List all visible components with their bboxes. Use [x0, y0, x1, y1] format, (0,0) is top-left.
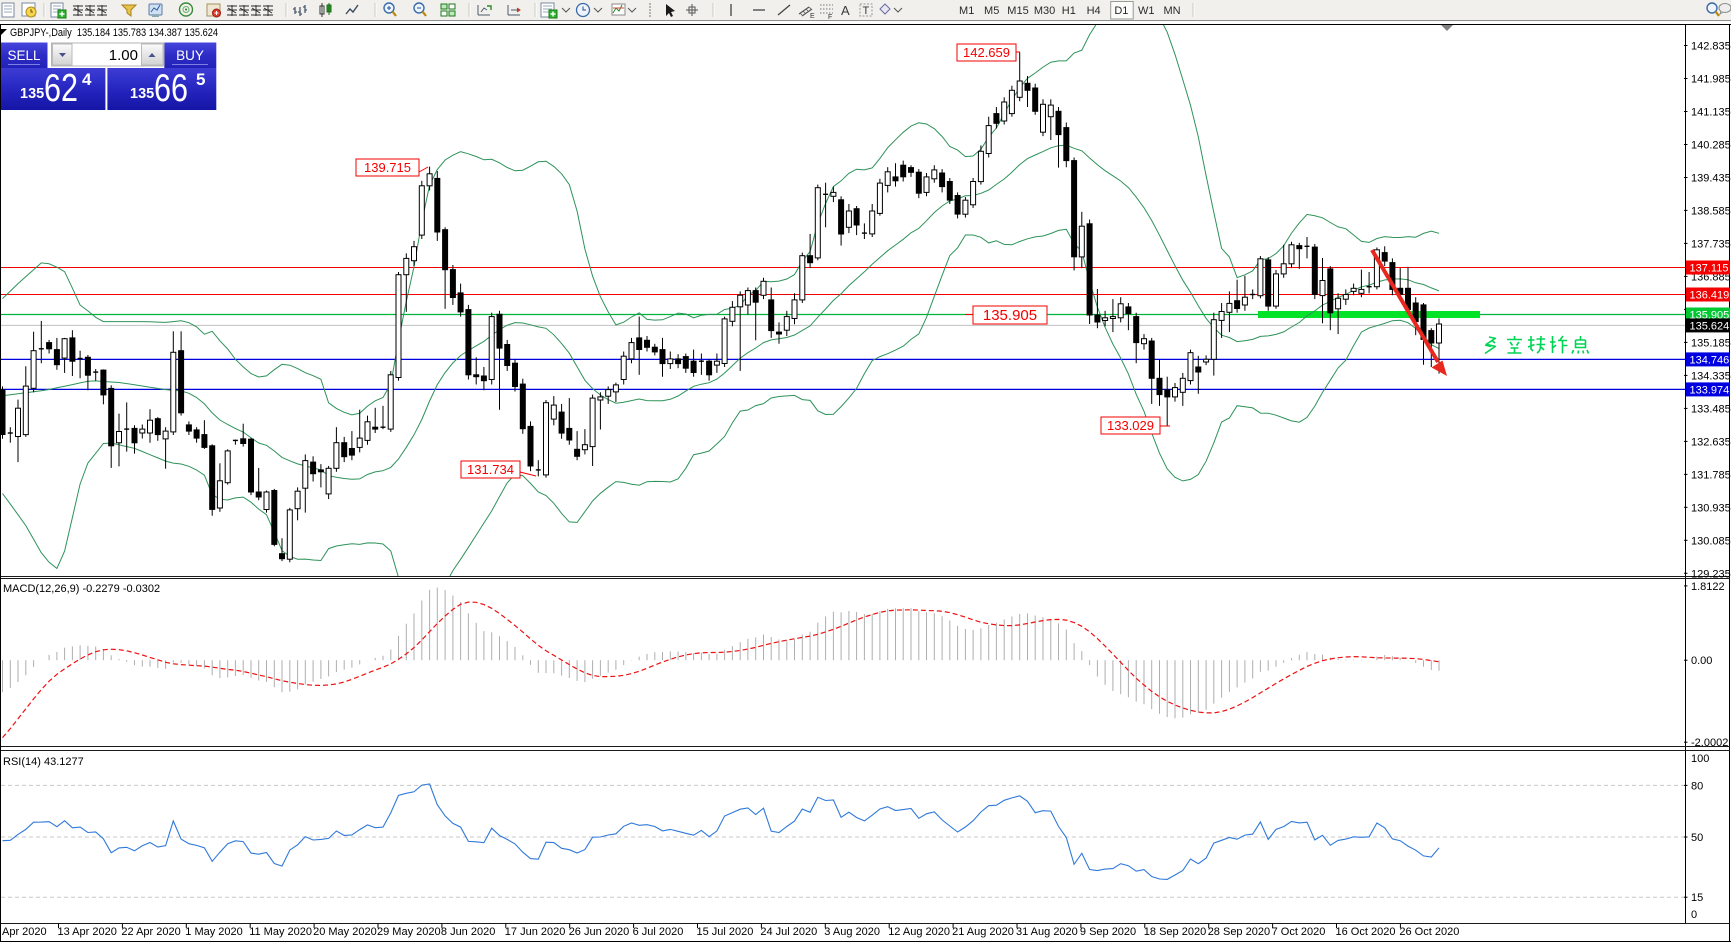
svg-text:137.735: 137.735: [1691, 238, 1731, 250]
svg-text:31 Aug 2020: 31 Aug 2020: [1016, 926, 1078, 938]
svg-text:1.00: 1.00: [109, 47, 138, 64]
svg-text:22 Apr 2020: 22 Apr 2020: [121, 926, 180, 938]
svg-text:26 Jun 2020: 26 Jun 2020: [569, 926, 630, 938]
svg-text:131.785: 131.785: [1691, 469, 1731, 481]
svg-text:80: 80: [1691, 780, 1703, 792]
svg-text:135.905: 135.905: [983, 307, 1037, 324]
svg-text:141.985: 141.985: [1691, 74, 1731, 86]
svg-text:9 Sep 2020: 9 Sep 2020: [1080, 926, 1136, 938]
svg-text:138.585: 138.585: [1691, 205, 1731, 217]
svg-text:D1: D1: [1114, 5, 1128, 17]
svg-text:100: 100: [1691, 753, 1709, 765]
svg-text:134.746: 134.746: [1690, 354, 1730, 366]
svg-text:F: F: [828, 14, 832, 21]
svg-text:26 Oct 2020: 26 Oct 2020: [1399, 926, 1459, 938]
svg-text:4: 4: [82, 70, 92, 89]
svg-text:H4: H4: [1087, 5, 1101, 17]
svg-text:137.115: 137.115: [1690, 263, 1729, 275]
svg-text:3 Aug 2020: 3 Aug 2020: [824, 926, 880, 938]
svg-text:W1: W1: [1138, 5, 1155, 17]
svg-text:E: E: [810, 13, 815, 20]
svg-text:5: 5: [196, 70, 205, 89]
svg-text:-2.0002: -2.0002: [1691, 737, 1728, 749]
svg-text:M15: M15: [1007, 5, 1028, 17]
svg-text:17 Jun 2020: 17 Jun 2020: [505, 926, 566, 938]
svg-text:24 Jul 2020: 24 Jul 2020: [760, 926, 817, 938]
svg-text:21 Aug 2020: 21 Aug 2020: [952, 926, 1014, 938]
svg-text:SELL: SELL: [7, 48, 41, 63]
svg-text:M5: M5: [984, 5, 999, 17]
svg-text:66: 66: [154, 67, 188, 110]
svg-text:141.135: 141.135: [1691, 107, 1731, 119]
svg-text:131.734: 131.734: [467, 462, 514, 477]
svg-text:135: 135: [130, 86, 154, 102]
svg-text:133.485: 133.485: [1691, 403, 1731, 415]
svg-text:15: 15: [1691, 892, 1703, 904]
svg-text:6 Jul 2020: 6 Jul 2020: [633, 926, 684, 938]
svg-text:139.715: 139.715: [364, 160, 411, 175]
svg-text:8 Jun 2020: 8 Jun 2020: [441, 926, 495, 938]
svg-text:MACD(12,26,9) -0.2279 -0.0302: MACD(12,26,9) -0.2279 -0.0302: [3, 583, 160, 595]
svg-text:GBPJPY-,Daily 135.184 135.783: GBPJPY-,Daily 135.184 135.783 134.387 13…: [10, 27, 218, 39]
svg-text:135: 135: [20, 86, 44, 102]
svg-text:130.935: 130.935: [1691, 502, 1731, 514]
svg-text:135.185: 135.185: [1691, 337, 1731, 349]
svg-text:M1: M1: [959, 5, 974, 17]
svg-text:15 Jul 2020: 15 Jul 2020: [697, 926, 754, 938]
svg-text:142.659: 142.659: [963, 45, 1010, 60]
svg-text:18 Sep 2020: 18 Sep 2020: [1144, 926, 1206, 938]
svg-text:142.835: 142.835: [1691, 41, 1731, 53]
svg-text:50: 50: [1691, 832, 1703, 844]
svg-text:M30: M30: [1034, 5, 1055, 17]
svg-text:129.235: 129.235: [1691, 568, 1731, 580]
svg-text:A: A: [841, 3, 850, 18]
svg-text:132.635: 132.635: [1691, 436, 1731, 448]
svg-text:29 May 2020: 29 May 2020: [377, 926, 441, 938]
svg-text:7 Oct 2020: 7 Oct 2020: [1272, 926, 1326, 938]
svg-text:28 Sep 2020: 28 Sep 2020: [1208, 926, 1270, 938]
svg-text:12 Aug 2020: 12 Aug 2020: [888, 926, 950, 938]
svg-text:11 May 2020: 11 May 2020: [249, 926, 312, 938]
svg-text:1 May 2020: 1 May 2020: [185, 926, 242, 938]
svg-text:H1: H1: [1062, 5, 1076, 17]
svg-text:130.085: 130.085: [1691, 535, 1731, 547]
svg-text:BUY: BUY: [176, 48, 204, 63]
svg-text:0: 0: [1691, 909, 1697, 921]
svg-text:MN: MN: [1163, 5, 1180, 17]
svg-text:Apr 2020: Apr 2020: [2, 926, 47, 938]
svg-text:13 Apr 2020: 13 Apr 2020: [58, 926, 117, 938]
svg-text:62: 62: [44, 67, 78, 110]
svg-text:RSI(14) 43.1277: RSI(14) 43.1277: [3, 756, 84, 768]
svg-text:134.335: 134.335: [1691, 370, 1731, 382]
svg-text:16 Oct 2020: 16 Oct 2020: [1336, 926, 1396, 938]
svg-text:1.8122: 1.8122: [1691, 581, 1725, 593]
svg-text:133.029: 133.029: [1107, 418, 1154, 433]
svg-text:136.419: 136.419: [1690, 290, 1730, 302]
svg-text:0.00: 0.00: [1691, 655, 1712, 667]
svg-text:139.435: 139.435: [1691, 173, 1731, 185]
svg-text:135.624: 135.624: [1690, 320, 1730, 332]
svg-text:140.285: 140.285: [1691, 140, 1731, 152]
svg-text:20 May 2020: 20 May 2020: [313, 926, 377, 938]
svg-text:T: T: [863, 5, 870, 17]
svg-text:133.974: 133.974: [1690, 384, 1730, 396]
